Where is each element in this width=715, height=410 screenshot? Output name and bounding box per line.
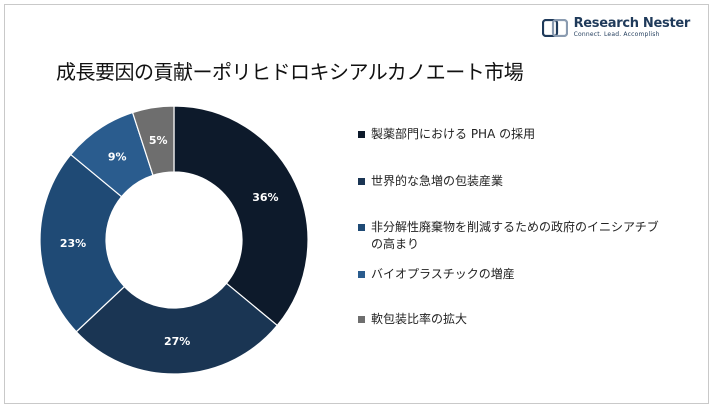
chart-title: 成長要因の貢献ーポリヒドロキシアルカノエート市場 (56, 60, 524, 84)
data-label-5: 5% (149, 134, 168, 147)
data-label-2: 27% (164, 335, 190, 348)
legend-label: 製薬部門における PHA の採用 (371, 127, 536, 141)
legend-item-government: 非分解性廃棄物を削減するための政府のイニシアチブの高まり (358, 219, 661, 253)
legend-swatch (358, 131, 365, 138)
legend-item-flexible-packaging: 軟包装比率の拡大 (358, 311, 661, 328)
brand-name: Research Nester (573, 16, 691, 31)
legend-label: 軟包装比率の拡大 (371, 312, 468, 326)
data-label-1: 36% (252, 191, 278, 204)
legend-swatch (358, 271, 365, 278)
legend-item-packaging: 世界的な急増の包装産業 (358, 173, 661, 190)
legend-label: 非分解性廃棄物を削減するための政府のイニシアチブの高まり (371, 220, 659, 251)
donut-slice-2 (75, 282, 279, 375)
legend-item-pharma: 製薬部門における PHA の採用 (358, 126, 661, 143)
donut-slice-3 (39, 153, 126, 333)
legend-label: バイオプラスチックの増産 (371, 267, 515, 281)
legend-swatch (358, 316, 365, 323)
legend-swatch (358, 178, 365, 185)
legend-label: 世界的な急増の包装産業 (371, 174, 504, 188)
legend-swatch (358, 224, 365, 231)
donut-slice-5 (131, 105, 175, 177)
research-nester-logo-icon (541, 18, 568, 37)
data-label-3: 23% (60, 237, 86, 250)
brand-logo: Research Nester Connect. Lead. Accomplis… (541, 16, 691, 38)
data-label-4: 9% (108, 150, 127, 163)
legend-item-bioplastics: バイオプラスチックの増産 (358, 266, 661, 283)
brand-tagline: Connect. Lead. Accomplish (573, 31, 660, 38)
donut-slice-1 (173, 105, 309, 327)
